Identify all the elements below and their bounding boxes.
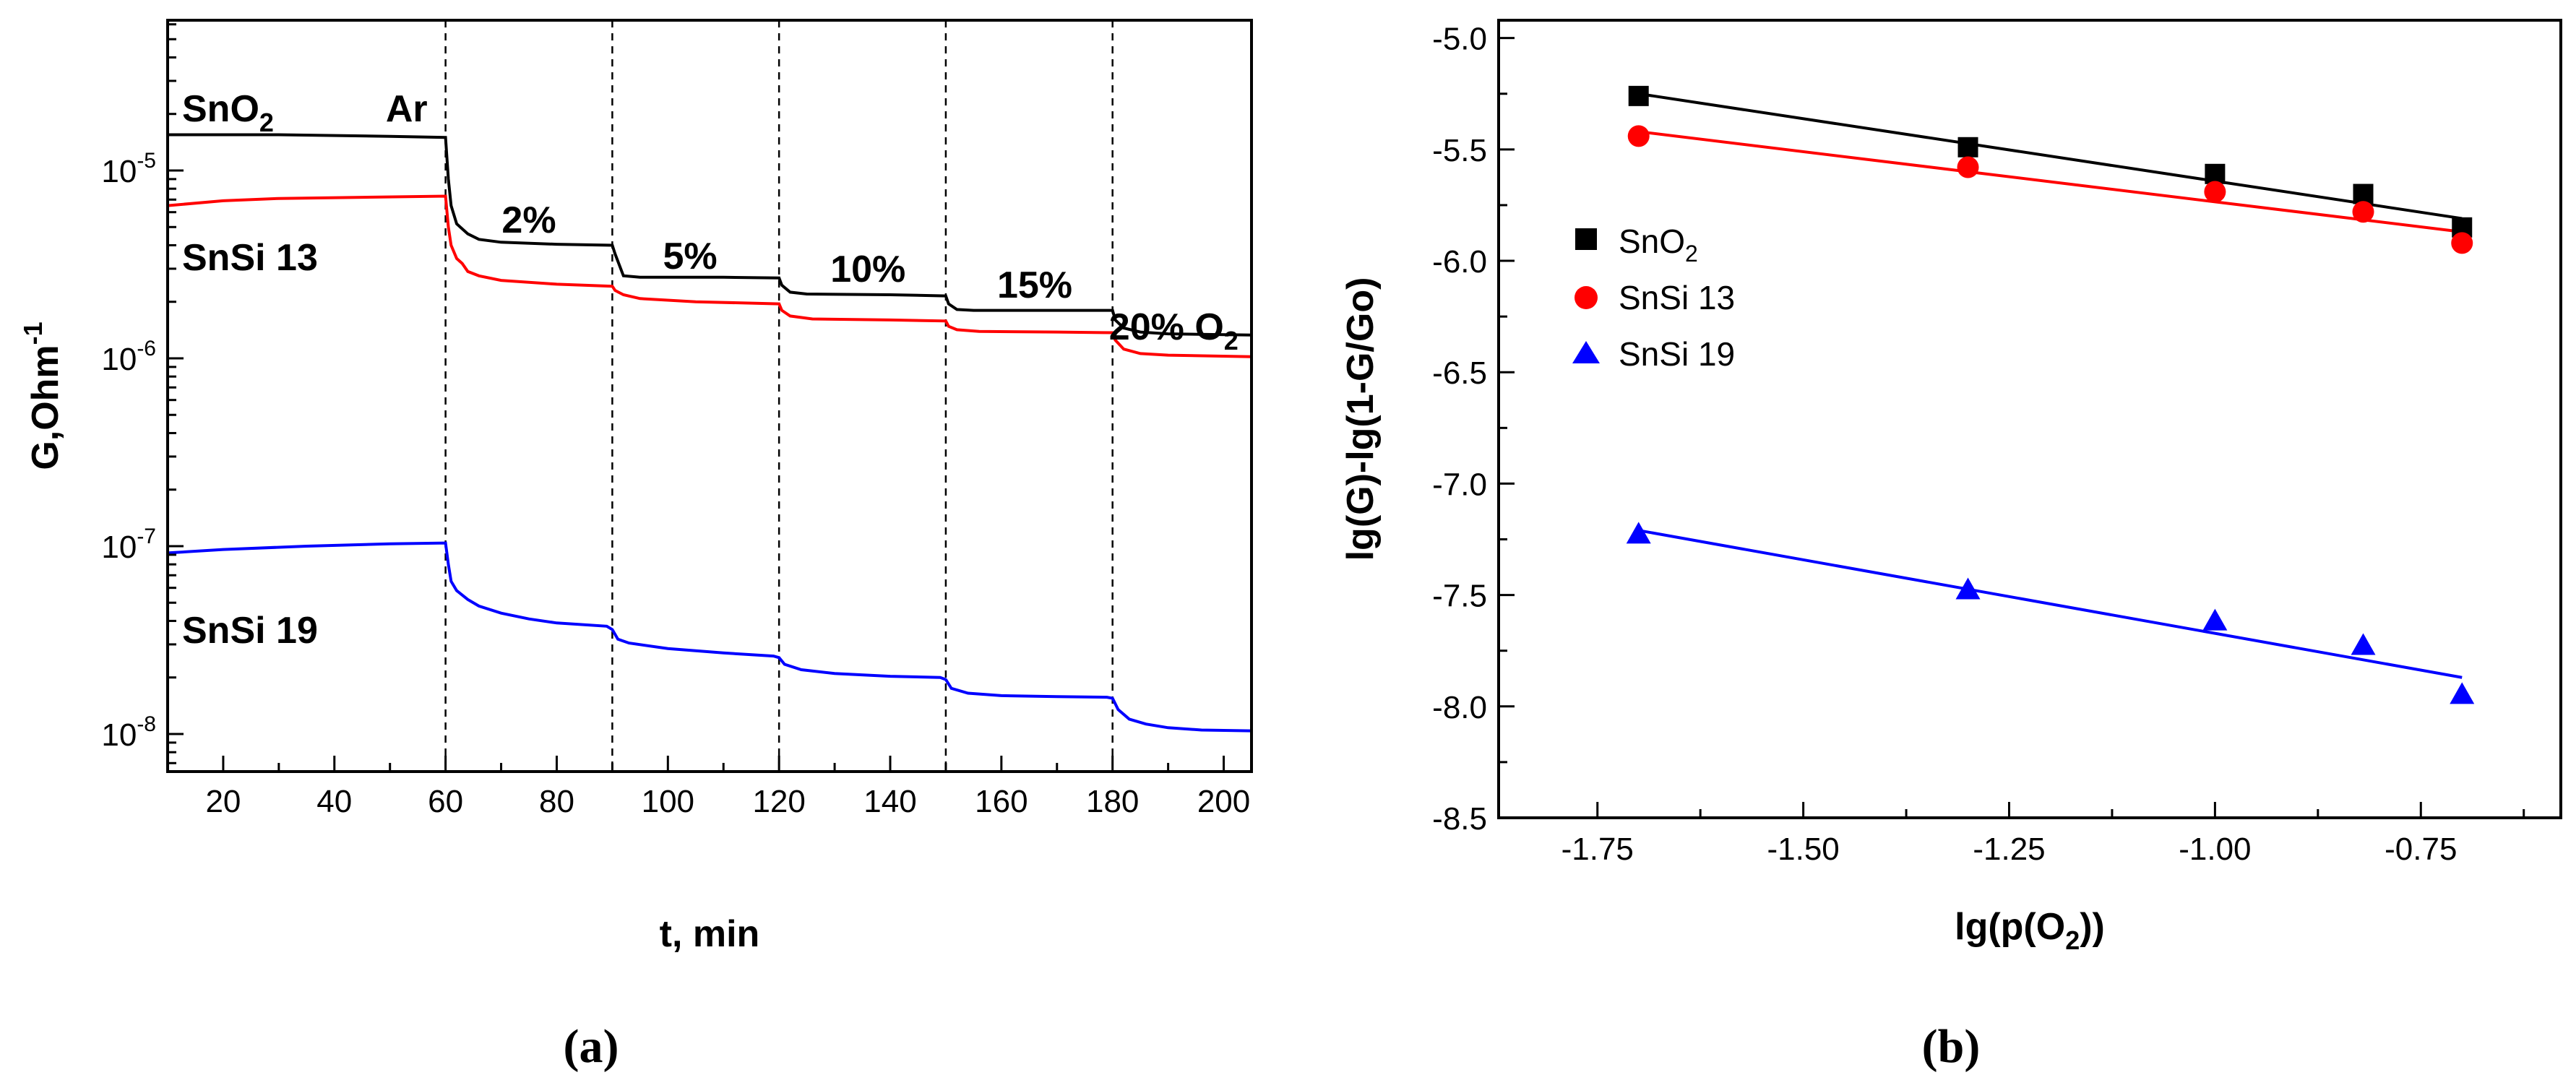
legend-label-snsi19: SnSi 19	[1619, 335, 1735, 373]
x-tick-label: 20	[205, 784, 241, 819]
x-tick-label: -0.75	[2385, 832, 2457, 867]
y-tick-label: -7.0	[1432, 467, 1487, 502]
x-tick-label: 80	[539, 784, 574, 819]
y-axis-title-a: G,Ohm-1	[18, 321, 66, 470]
data-point	[2352, 201, 2374, 223]
legend-marker-snsi13	[1575, 286, 1598, 309]
data-point	[2450, 682, 2475, 704]
data-point	[2202, 608, 2228, 631]
series-line	[167, 194, 1252, 358]
x-tick-label: 40	[316, 784, 352, 819]
atmosphere-label-15pct: 15%	[997, 264, 1072, 306]
y-tick-label: -6.0	[1432, 244, 1487, 280]
data-point	[1957, 137, 1978, 157]
plot-frame-b	[1497, 19, 2562, 819]
data-point	[1627, 125, 1650, 147]
x-tick-label: -1.00	[2179, 832, 2251, 867]
x-tick-label: 120	[752, 784, 805, 819]
x-tick-label: -1.50	[1767, 832, 1839, 867]
panel-a-time-series-chart: 20 40 60 80 100 120 140 160 180 200 10-510-610-71…	[18, 19, 1253, 1073]
fit-line	[1638, 92, 2463, 220]
y-tick-label: -5.5	[1432, 133, 1487, 168]
series-line	[167, 541, 1252, 733]
y-tick-label: -8.0	[1432, 690, 1487, 725]
y-tick-label: 10-8	[101, 712, 156, 753]
conductance-series	[167, 133, 1252, 733]
panel-b-scatter-chart: -1.75 -1.50 -1.25 -1.00 -0.75 -8.5 -8.0 -7.5 -7…	[1340, 19, 2562, 1073]
x-tick-label: 60	[428, 784, 463, 819]
x-tick-label: 200	[1197, 784, 1250, 819]
x-tick-label: 180	[1086, 784, 1139, 819]
legend: SnO2 SnSi 13 SnSi 19	[1572, 223, 1735, 373]
y-tick-label: -7.5	[1432, 579, 1487, 614]
y-tick-label: 10-7	[101, 524, 156, 565]
series-label-sno2: SnO2	[182, 88, 274, 137]
series-line	[168, 133, 1252, 337]
x-tick-label: -1.25	[1973, 832, 2045, 867]
series-label-snsi19: SnSi 19	[182, 610, 318, 652]
gas-switch-lines	[444, 20, 1113, 772]
legend-label-snsi13: SnSi 13	[1619, 279, 1735, 316]
panel-label-b: (b)	[1922, 1020, 1981, 1073]
x-tick-label: -1.75	[1561, 832, 1634, 867]
y-tick-label: 10-5	[101, 149, 156, 189]
fit-line	[1638, 130, 2463, 233]
data-point	[1626, 522, 1651, 544]
legend-marker-sno2	[1575, 228, 1597, 250]
x-axis-ticks-b: -1.75 -1.50 -1.25 -1.00 -0.75	[1561, 802, 2525, 867]
data-point	[1628, 85, 1649, 106]
data-point	[1957, 156, 1979, 178]
data-point	[1955, 577, 1981, 600]
y-tick-label: -8.5	[1432, 801, 1487, 837]
legend-label-sno2: SnO2	[1619, 223, 1698, 267]
x-tick-label: 160	[975, 784, 1028, 819]
linear-fit-lines	[1638, 92, 2463, 679]
plot-frame-a	[166, 19, 1253, 773]
x-axis-title-a: t, min	[660, 913, 760, 955]
y-tick-label: -6.5	[1432, 355, 1487, 391]
atmosphere-label-20pct-o2: 20% O2	[1109, 306, 1239, 355]
data-point	[2353, 184, 2374, 204]
fit-line	[1638, 529, 2463, 679]
data-point	[2205, 163, 2226, 184]
x-axis-ticks-a: 20 40 60 80 100 120 140 160 180 200	[166, 756, 1250, 819]
y-axis-title-b: lg(G)-lg(1-G/Go)	[1340, 277, 1382, 561]
atmosphere-label-5pct: 5%	[663, 236, 717, 277]
scatter-points	[1626, 85, 2475, 704]
y-axis-ticks-a: 10-5 10-6 10-7 10-8	[101, 23, 184, 764]
legend-marker-snsi19	[1572, 341, 1600, 363]
y-tick-label: 10-6	[101, 337, 156, 377]
atmosphere-label-2pct: 2%	[501, 199, 556, 241]
data-point	[2351, 633, 2376, 655]
x-tick-label: 100	[642, 784, 694, 819]
y-axis-ticks-b: -8.5 -8.0 -7.5 -7.0 -6.5 -6.0 -5.5 -5.0	[1432, 22, 1515, 837]
series-label-snsi13: SnSi 13	[182, 237, 318, 279]
panel-label-a: (a)	[564, 1020, 619, 1073]
y-tick-label: -5.0	[1432, 22, 1487, 57]
atmosphere-label-ar: Ar	[386, 88, 428, 130]
data-point	[2204, 181, 2226, 203]
data-point	[2451, 232, 2473, 254]
x-tick-label: 140	[863, 784, 916, 819]
atmosphere-label-10pct: 10%	[830, 249, 905, 290]
x-axis-title-b: lg(p(O2))	[1955, 906, 2105, 955]
